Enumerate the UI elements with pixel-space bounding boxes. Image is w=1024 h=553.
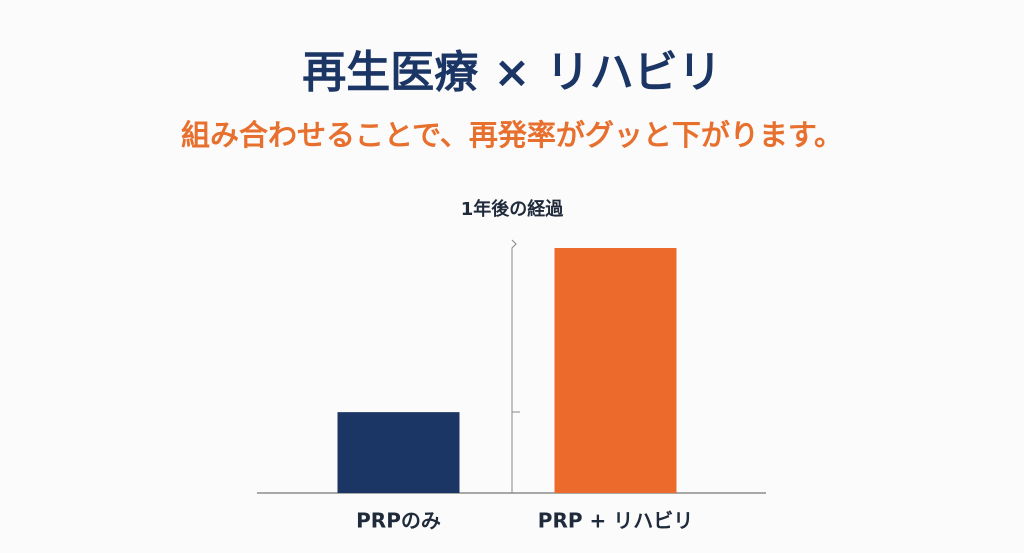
axis-label: 1年後の経過 [461,198,565,220]
bar [337,412,460,493]
x-tick-label: PRP + リハビリ [538,509,693,533]
bar [554,248,677,493]
chart-subtitle: 組み合わせることで、再発率がグッと下がります。 [181,118,843,152]
y-axis [511,239,517,493]
x-tick-label: PRPのみ [356,509,441,533]
chart-title: 再生医療 × リハビリ [302,47,722,98]
